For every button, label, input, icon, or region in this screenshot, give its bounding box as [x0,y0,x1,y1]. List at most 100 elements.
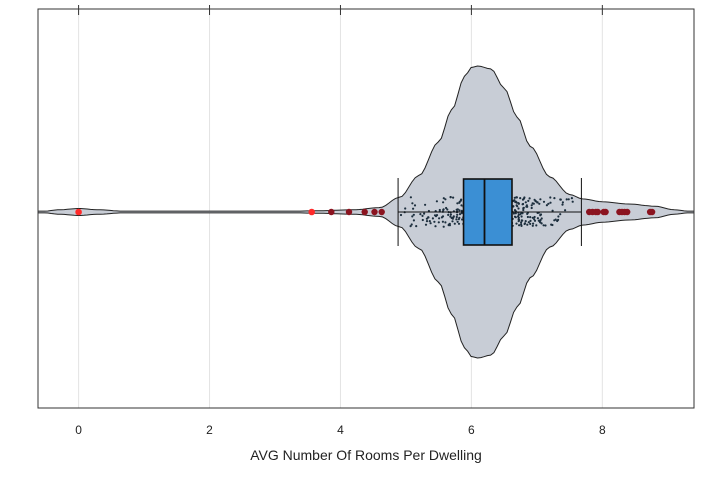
jitter-point [460,212,463,215]
jitter-point [421,218,424,222]
jitter-point [533,198,536,201]
jitter-point [429,222,432,225]
outlier-point [594,208,601,216]
jitter-point [538,202,541,205]
jitter-point [531,224,534,227]
jitter-point [425,217,428,220]
jitter-point [570,197,574,200]
jitter-point [451,220,454,223]
jitter-point [460,209,463,212]
jitter-point [571,200,574,203]
jitter-point [419,213,422,216]
jitter-point [444,198,447,201]
jitter-point [442,197,445,200]
jitter-point [412,213,415,216]
jitter-point [412,219,415,222]
outlier-point [602,208,609,216]
jitter-point [399,213,403,217]
outlier-point-extreme [75,208,82,216]
jitter-point [433,220,436,223]
jitter-point [434,225,437,228]
jitter-point [531,216,534,219]
jitter-point [532,222,535,225]
jitter-point [517,218,520,221]
jitter-point [536,201,539,204]
jitter-point [524,201,527,204]
jitter-point [517,207,520,210]
jitter-point [522,207,525,210]
jitter-point [515,196,518,199]
jitter-point [411,202,414,205]
jitter-point [561,201,565,204]
jitter-point [435,200,438,203]
jitter-point [537,219,540,222]
jitter-point [459,199,462,202]
outlier-point [624,208,631,216]
jitter-point [427,216,430,219]
tick-label: 0 [75,423,82,437]
jitter-point [514,212,517,215]
jitter-point [544,224,547,227]
outlier-point [328,208,335,216]
outlier-point [378,208,385,216]
jitter-point [526,223,529,226]
jitter-point [521,219,524,222]
jitter-point [542,224,545,227]
jitter-point [458,201,461,204]
jitter-point [549,196,552,199]
jitter-point [553,219,556,222]
jitter-point [452,196,455,199]
jitter-point [536,217,540,220]
outlier-point [648,208,656,216]
jitter-point [449,196,452,199]
jitter-point [412,207,415,210]
plot-frame [37,8,695,409]
jitter-point [526,215,530,219]
jitter-point [448,224,451,227]
jitter-point [409,196,412,199]
jitter-point [517,215,520,218]
jitter-point [518,224,521,227]
jitter-point [549,201,552,204]
jitter-point [442,201,445,204]
jitter-point [559,198,562,201]
jitter-point [456,202,459,205]
jitter-point [533,219,537,222]
jitter-point [516,205,519,208]
jitter-point [411,215,414,218]
jitter-point [452,215,455,218]
jitter-point [521,203,524,206]
jitter-point [522,208,525,212]
jitter-point [444,221,447,224]
jitter-point [512,212,516,215]
jitter-point [561,203,564,206]
jitter-point [524,220,527,223]
jitter-point [539,219,542,222]
jitter-point [553,197,556,200]
jitter-point [520,215,523,218]
jitter-point [428,220,431,223]
jitter-point [404,207,407,210]
jitter-point [521,212,524,215]
x-axis-ticks: 0 2 4 6 8 [75,5,606,437]
jitter-point [423,212,426,215]
jitter-point [442,225,445,228]
jitter-point [545,204,549,207]
jitter-point [519,213,522,216]
jitter-point [410,223,413,226]
jitter-point [445,206,448,210]
jitter-point [453,222,456,225]
jitter-point [530,204,533,207]
tick-label: 6 [468,423,475,437]
jitter-point [527,199,530,202]
x-axis-label: AVG Number Of Rooms Per Dwelling [250,447,482,463]
iqr-box [462,178,513,246]
jitter-point [456,220,459,223]
jitter-point [528,197,531,200]
jitter-point [559,213,562,216]
jitter-point [456,208,459,211]
outlier-point [361,208,368,216]
jitter-point [564,209,567,212]
